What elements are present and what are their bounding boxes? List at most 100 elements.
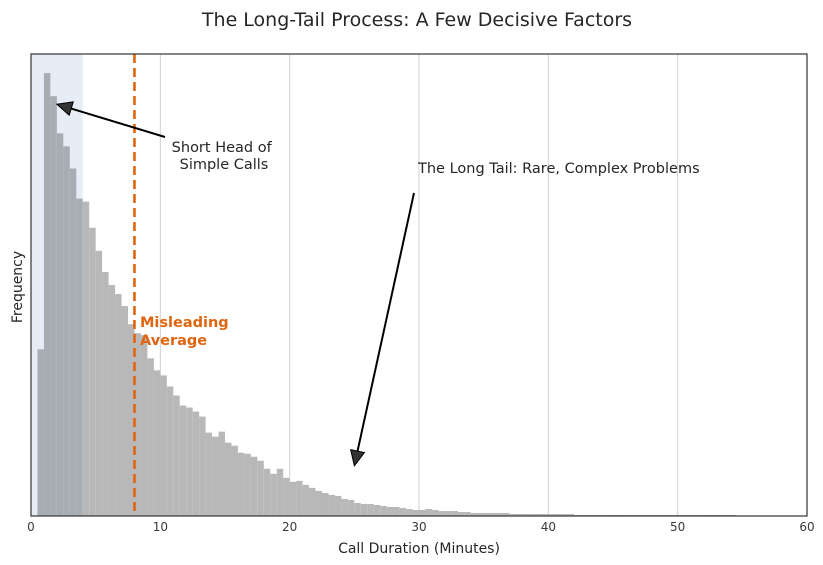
histogram-bar bbox=[89, 227, 96, 516]
histogram-bar bbox=[179, 405, 187, 516]
short-head-annotation: Short Head of Simple Calls bbox=[172, 140, 277, 173]
histogram-bar bbox=[56, 133, 64, 516]
long-tail-annotation: The Long Tail: Rare, Complex Problems bbox=[417, 161, 700, 177]
histogram-bar bbox=[548, 513, 555, 516]
histogram-bar bbox=[535, 513, 542, 516]
histogram-bar bbox=[102, 271, 109, 516]
x-tick-label: 20 bbox=[282, 520, 297, 534]
histogram-bar bbox=[567, 513, 575, 516]
histogram-bar bbox=[108, 285, 116, 516]
histogram-bar bbox=[82, 201, 90, 516]
histogram-bar bbox=[205, 432, 213, 516]
histogram-bar bbox=[347, 499, 355, 516]
histogram-bar bbox=[296, 480, 303, 516]
histogram-bar bbox=[315, 490, 322, 516]
histogram-bar bbox=[95, 250, 103, 516]
histogram-bar bbox=[270, 473, 277, 516]
histogram-bar bbox=[283, 477, 290, 516]
histogram-bar bbox=[250, 456, 258, 516]
histogram-bar bbox=[451, 510, 458, 516]
histogram-bar bbox=[63, 146, 70, 516]
histogram-bar bbox=[160, 375, 167, 516]
long-tail-arrow-head bbox=[350, 448, 366, 467]
histogram-bar bbox=[554, 513, 562, 516]
histogram-bar bbox=[43, 73, 51, 516]
histogram-bar bbox=[115, 294, 122, 516]
histogram-bar bbox=[419, 509, 426, 516]
histogram-bar bbox=[393, 506, 400, 516]
histogram-bar bbox=[192, 411, 200, 516]
histogram-bar bbox=[483, 512, 491, 516]
histogram-bar bbox=[496, 512, 504, 516]
histogram-bar bbox=[212, 436, 219, 516]
histogram-bar bbox=[50, 96, 57, 516]
histogram-bar bbox=[561, 513, 568, 516]
short-head-annotation-line-1: Short Head of bbox=[172, 140, 273, 156]
histogram-bar bbox=[166, 386, 174, 516]
y-axis-label: Frequency bbox=[10, 251, 26, 323]
x-tick-label: 30 bbox=[411, 520, 426, 534]
histogram-bar bbox=[334, 495, 342, 516]
x-tick-label: 60 bbox=[799, 520, 814, 534]
short-head-annotation-line-2: Simple Calls bbox=[180, 157, 269, 173]
histogram-bar bbox=[341, 498, 348, 516]
histogram-bar bbox=[457, 511, 465, 516]
histogram-bar bbox=[257, 460, 264, 516]
histogram-bar bbox=[225, 442, 232, 516]
histogram-bar bbox=[464, 511, 471, 516]
x-axis-ticks: 0 10 20 30 40 50 60 bbox=[27, 520, 814, 534]
histogram-bar bbox=[199, 416, 206, 516]
histogram-bar bbox=[140, 335, 148, 516]
histogram-bar bbox=[522, 513, 529, 516]
x-axis-label: Call Duration (Minutes) bbox=[338, 541, 500, 557]
vertical-gridlines bbox=[159, 54, 679, 516]
histogram-bar bbox=[528, 513, 536, 516]
plot-frame bbox=[30, 53, 808, 517]
x-tick-label: 10 bbox=[153, 520, 168, 534]
mean-annotation-line-2: Average bbox=[140, 333, 207, 349]
histogram-bar bbox=[470, 512, 478, 516]
x-tick-label: 0 bbox=[27, 520, 35, 534]
histogram-bar bbox=[218, 431, 225, 516]
histogram-bar bbox=[477, 512, 484, 516]
x-tick-label: 40 bbox=[541, 520, 556, 534]
histogram-bar bbox=[360, 503, 368, 516]
histogram-bar bbox=[328, 494, 335, 516]
histogram-bar bbox=[380, 505, 387, 516]
chart-title: The Long-Tail Process: A Few Decisive Fa… bbox=[201, 9, 632, 31]
histogram-bar bbox=[147, 358, 154, 516]
histogram-bar bbox=[373, 504, 381, 516]
histogram-bar bbox=[431, 509, 439, 516]
histogram-bar bbox=[186, 407, 193, 516]
mean-annotation-line-1: Misleading bbox=[140, 315, 229, 331]
histogram-bar bbox=[263, 468, 271, 516]
histogram-bar bbox=[69, 168, 77, 516]
histogram-bar bbox=[76, 198, 83, 516]
histogram-bar bbox=[425, 508, 432, 516]
short-head-arrow-shaft bbox=[70, 107, 166, 138]
histogram-bar bbox=[541, 513, 549, 516]
histogram-bar bbox=[153, 370, 161, 516]
long-tail-arrow-shaft bbox=[356, 192, 415, 452]
histogram-bar bbox=[399, 507, 407, 516]
histogram-bar bbox=[37, 349, 44, 516]
histogram-bars bbox=[37, 73, 736, 516]
histogram-bar bbox=[134, 333, 141, 516]
long-tail-annotation-text: The Long Tail: Rare, Complex Problems bbox=[417, 161, 700, 177]
histogram-bar bbox=[386, 506, 394, 516]
histogram-bar bbox=[289, 481, 297, 516]
histogram-bar bbox=[128, 324, 135, 516]
histogram-bar bbox=[121, 306, 128, 516]
histogram-bar bbox=[516, 513, 523, 516]
x-tick-label: 50 bbox=[670, 520, 685, 534]
histogram-bar bbox=[231, 445, 238, 516]
histogram-bar bbox=[490, 512, 497, 516]
histogram-bar bbox=[406, 508, 413, 516]
histogram-bar bbox=[173, 395, 180, 516]
short-head-arrow-head bbox=[55, 101, 74, 117]
mean-annotation: Misleading Average bbox=[140, 315, 234, 349]
histogram-bar bbox=[309, 487, 316, 516]
histogram-bar bbox=[503, 512, 510, 516]
histogram-bar bbox=[367, 503, 374, 516]
